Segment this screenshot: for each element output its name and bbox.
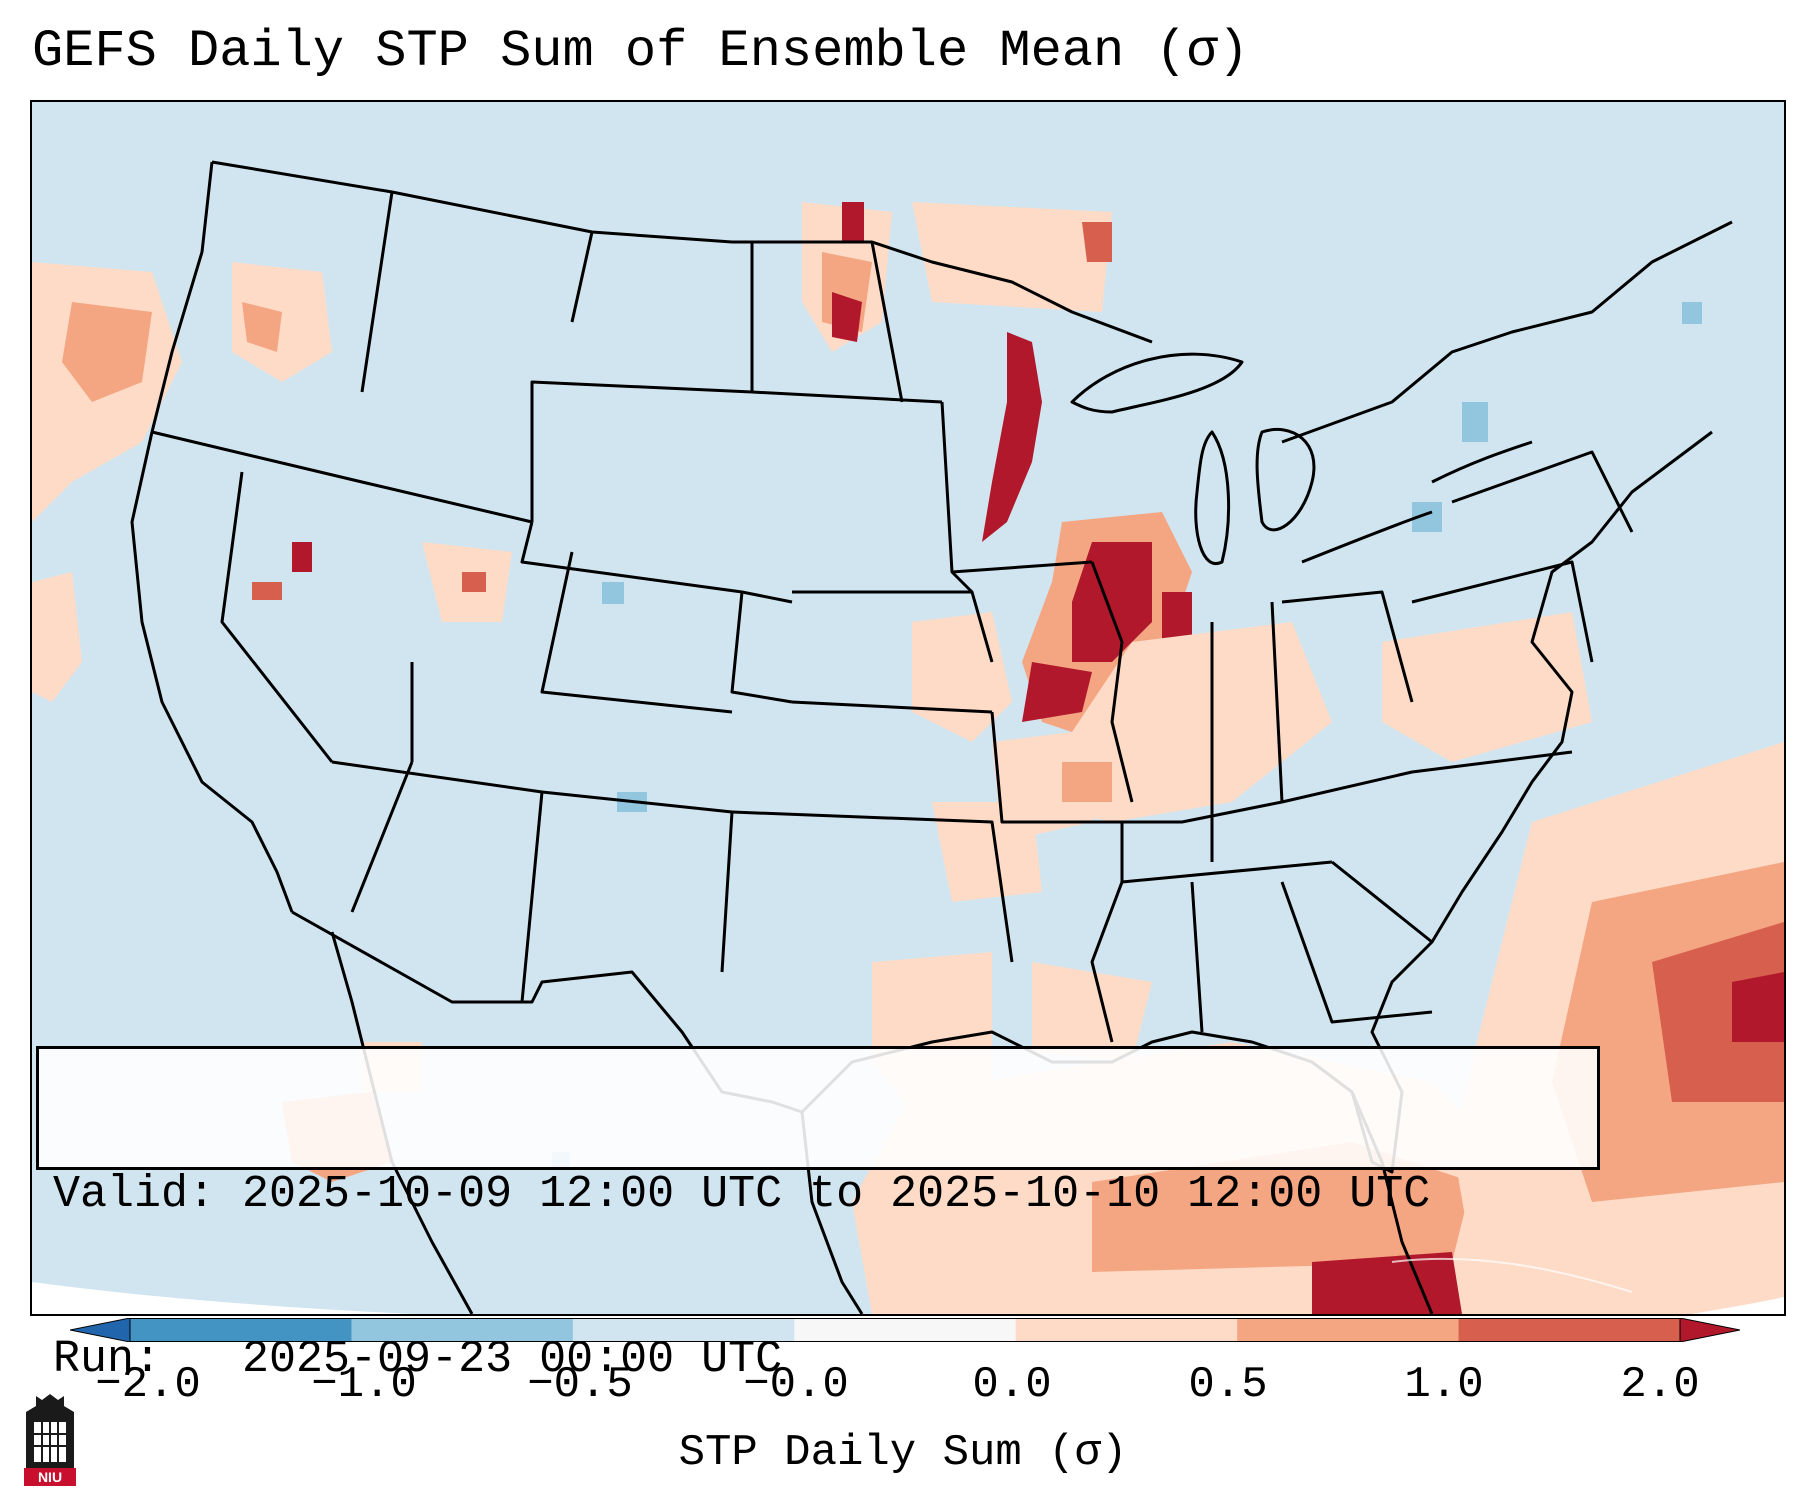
colorbar-extend-low [70,1318,131,1342]
validity-info-box: Valid: 2025-10-09 12:00 UTC to 2025-10-1… [36,1046,1600,1385]
colorbar-tick-label: −2.0 [95,1360,201,1410]
colorbar-segment [130,1318,352,1342]
colorbar-segment [1015,1318,1238,1342]
colorbar-tick-label: 0.0 [972,1360,1052,1410]
colorbar-tick-label: 1.0 [1404,1360,1484,1410]
colorbar-tick-label: 0.5 [1188,1360,1268,1410]
run-time-text: Run: 2025-09-23 00:00 UTC [53,1334,783,1385]
colorbar-segment [1237,1318,1460,1342]
map-boundaries [130,160,1733,1314]
colorbar [70,1318,1740,1342]
colorbar-segment [351,1318,574,1342]
colorbar-tick-label: 2.0 [1620,1360,1700,1410]
chart-title: GEFS Daily STP Sum of Ensemble Mean (σ) [32,22,1249,81]
colorbar-tick-label: −0.5 [527,1360,633,1410]
colorbar-label: STP Daily Sum (σ) [678,1428,1128,1478]
niu-logo-text: NIU [38,1469,62,1485]
colorbar-outline [129,1318,1681,1342]
valid-time-text: Valid: 2025-10-09 12:00 UTC to 2025-10-1… [53,1169,1431,1220]
colorbar-segment [1458,1318,1681,1342]
colorbar-extend-high [1679,1318,1740,1342]
niu-logo: NIU [24,1394,76,1486]
colorbar-tick-label: −1.0 [311,1360,417,1410]
colorbar-tick-label: −0.0 [743,1360,849,1410]
colorbar-segment [572,1318,795,1342]
colorbar-segment [794,1318,1017,1342]
